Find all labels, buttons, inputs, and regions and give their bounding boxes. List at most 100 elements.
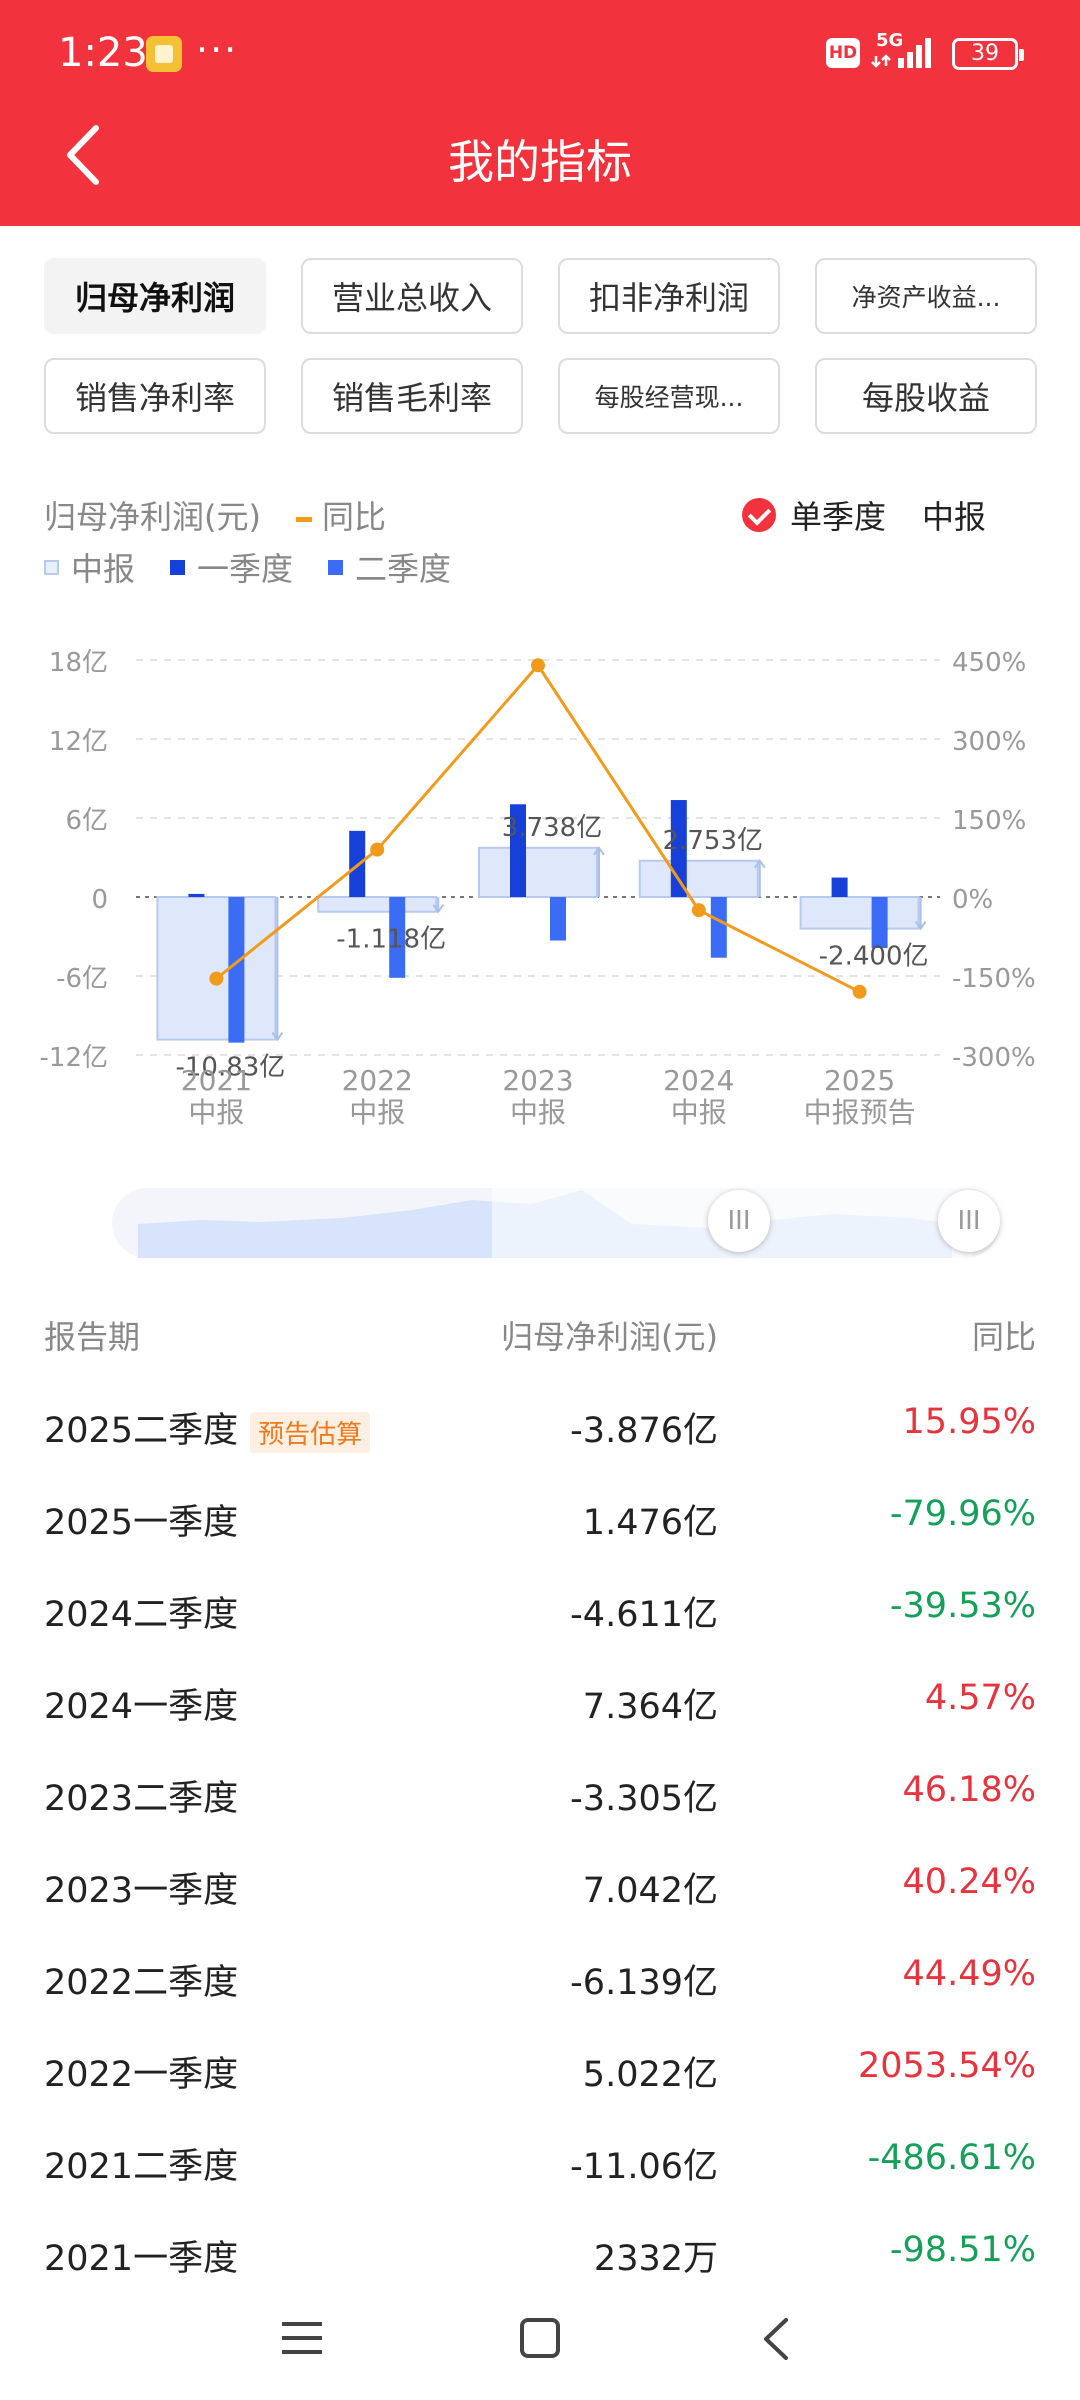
status-time: 1:23 <box>58 30 148 76</box>
x-tick-sublabel: 中报 <box>671 1096 727 1129</box>
tag-roe[interactable]: 净资产收益... <box>815 258 1037 334</box>
q2-bar <box>710 897 727 958</box>
q1-bar <box>188 893 205 897</box>
row-value: 5.022亿 <box>582 2055 718 2095</box>
single-quarter-label: 单季度 <box>790 498 887 536</box>
y-left-tick-label: 12亿 <box>49 727 108 757</box>
tag-operating-cashflow-per-share[interactable]: 每股经营现... <box>558 358 780 434</box>
halfyear-swatch <box>44 559 59 575</box>
y-right-tick-label: -150% <box>952 964 1036 994</box>
row-value: -4.611亿 <box>570 1595 718 1635</box>
halfyear-arrowhead <box>753 859 766 869</box>
tag-eps[interactable]: 每股收益 <box>815 358 1037 434</box>
table-row[interactable]: 2025一季度 1.476亿 -79.96% <box>0 1472 1080 1564</box>
nav-back-icon[interactable] <box>758 2316 792 2362</box>
table-row[interactable]: 2023一季度 7.042亿 40.24% <box>0 1840 1080 1932</box>
tag-net-profit-attributable[interactable]: 归母净利润 <box>44 258 266 334</box>
y-right-tick-label: 0% <box>952 885 993 915</box>
tag-total-revenue[interactable]: 营业总收入 <box>301 258 523 334</box>
row-value: 7.364亿 <box>582 1687 718 1727</box>
halfyear-bar <box>478 846 598 899</box>
network-type-label: 5G <box>876 30 904 51</box>
row-yoy: 46.18% <box>902 1770 1036 1810</box>
x-tick-sublabel: 中报 <box>349 1096 405 1129</box>
q1-bar <box>510 804 526 897</box>
row-period-label: 2025一季度 <box>44 1503 239 1543</box>
table-row[interactable]: 2024一季度 7.364亿 4.57% <box>0 1656 1080 1748</box>
page-title: 我的指标 <box>448 135 632 189</box>
net-profit-chart[interactable]: 18亿 12亿 6亿 0 -6亿 -12亿 450% 300% 150% 0% -150% -300%… <box>0 620 1080 1160</box>
more-notifications-icon: ··· <box>196 28 239 72</box>
x-tick-label: 2021 <box>181 1064 252 1097</box>
halfyear-data-label: 3.738亿 <box>502 813 602 843</box>
legend-halfyear: 中报 <box>44 544 135 590</box>
table-row[interactable]: 2022二季度 -6.139亿 44.49% <box>0 1932 1080 2024</box>
single-quarter-toggle[interactable]: 单季度 <box>742 492 886 538</box>
range-slider[interactable]: III III <box>112 1188 1000 1258</box>
row-period-label: 2021一季度 <box>44 2239 239 2279</box>
menu-icon[interactable] <box>282 2318 322 2358</box>
range-handle-right[interactable]: III <box>938 1190 1000 1252</box>
tag-deducted-net-profit[interactable]: 扣非净利润 <box>558 258 780 334</box>
table-row[interactable]: 2021一季度 2332万 -98.51% <box>0 2208 1080 2300</box>
legend-yoy: 同比 <box>296 492 386 538</box>
battery-icon: 39 <box>952 38 1024 70</box>
q1-swatch <box>170 559 185 575</box>
q2-bar <box>228 897 245 1043</box>
row-period-label: 2024二季度 <box>44 1595 239 1635</box>
legend-q1: 一季度 <box>170 544 293 590</box>
halfyear-data-label: -10.83亿 <box>175 1053 285 1083</box>
row-period-label: 2023二季度 <box>44 1779 239 1819</box>
legend-yoy-label: 同比 <box>322 498 387 536</box>
row-value: -6.139亿 <box>570 1963 718 2003</box>
table-row[interactable]: 2022一季度 5.022亿 2053.54% <box>0 2024 1080 2116</box>
row-value: -3.876亿 <box>570 1411 718 1451</box>
q1-bar <box>831 877 848 897</box>
halfyear-bar <box>156 896 277 1041</box>
x-tick-sublabel: 中报预告 <box>804 1096 916 1129</box>
row-period: 2025二季度 预告估算 <box>44 1402 371 1453</box>
table-row[interactable]: 2023二季度 -3.305亿 46.18% <box>0 1748 1080 1840</box>
row-period: 2022一季度 <box>44 2046 238 2097</box>
tag-net-margin[interactable]: 销售净利率 <box>44 358 266 434</box>
legend-q1-label: 一季度 <box>197 550 294 588</box>
row-period: 2023一季度 <box>44 1862 238 1913</box>
yoy-point <box>209 971 224 986</box>
table-row[interactable]: 2021二季度 -11.06亿 -486.61% <box>0 2116 1080 2208</box>
x-tick-label: 2022 <box>342 1064 413 1097</box>
tag-gross-margin[interactable]: 销售毛利率 <box>301 358 523 434</box>
row-period: 2024一季度 <box>44 1678 238 1729</box>
row-value: -11.06亿 <box>570 2147 718 2187</box>
row-period-label: 2025二季度 <box>44 1411 239 1451</box>
hd-call-icon: HD <box>826 38 860 68</box>
half-year-toggle[interactable]: 中报 <box>922 498 987 536</box>
row-value: 2332万 <box>593 2239 718 2279</box>
row-period-label: 2023一季度 <box>44 1871 239 1911</box>
row-yoy: -98.51% <box>889 2230 1036 2270</box>
home-icon[interactable] <box>520 2318 560 2358</box>
row-period: 2021二季度 <box>44 2138 238 2189</box>
table-header-period: 报告期 <box>44 1318 141 1356</box>
range-handle-left[interactable]: III <box>708 1190 770 1252</box>
row-yoy: 44.49% <box>902 1954 1036 1994</box>
halfyear-arrowhead <box>432 904 445 914</box>
notification-app-icon <box>146 36 182 72</box>
row-period: 2022二季度 <box>44 1954 238 2005</box>
legend-q2-label: 二季度 <box>355 550 452 588</box>
x-tick-sublabel: 中报 <box>188 1096 244 1129</box>
app-header: 1:23 ··· HD 5G 39 我的指标 <box>0 0 1080 226</box>
table-row[interactable]: 2025二季度 预告估算 -3.876亿 15.95% <box>0 1380 1080 1472</box>
row-period: 2025一季度 <box>44 1494 238 1545</box>
row-yoy: 2053.54% <box>858 2046 1036 2086</box>
back-icon[interactable] <box>60 120 110 190</box>
table-header-yoy: 同比 <box>971 1318 1036 1356</box>
range-preview-area <box>138 1188 972 1258</box>
halfyear-arrowhead <box>271 1032 284 1042</box>
halfyear-data-label: -1.118亿 <box>336 925 446 955</box>
row-period: 2024二季度 <box>44 1586 238 1637</box>
halfyear-arrowhead <box>593 846 605 856</box>
q2-bar <box>389 897 406 978</box>
signal-icon <box>871 38 931 68</box>
y-right-tick-label: 450% <box>952 648 1026 678</box>
table-row[interactable]: 2024二季度 -4.611亿 -39.53% <box>0 1564 1080 1656</box>
